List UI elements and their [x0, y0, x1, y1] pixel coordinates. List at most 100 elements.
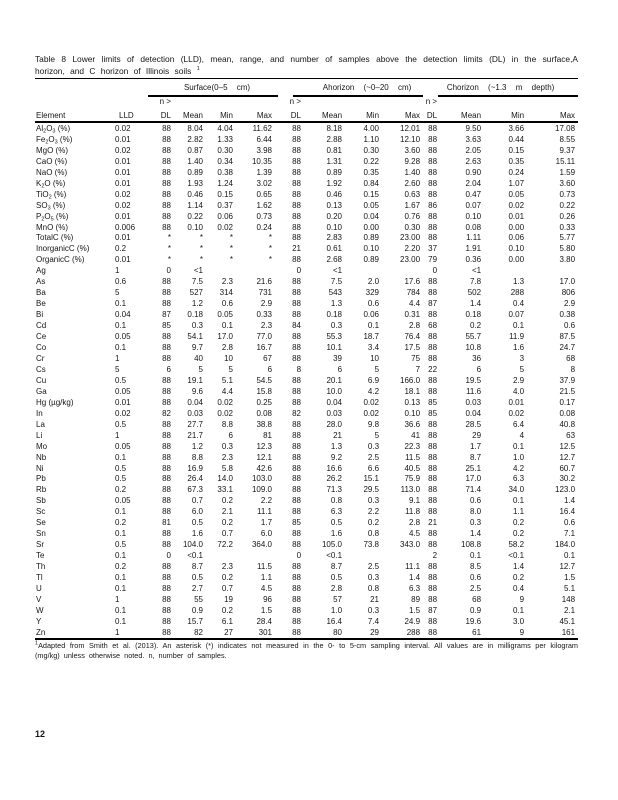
value-cell: 0.18 [465, 310, 482, 320]
value-cell: 8.04 [187, 123, 203, 133]
value-cell: 0.7 [221, 583, 233, 593]
value-cell: 0.13 [326, 200, 343, 210]
table-row: Cs 5 6 5 5 6 8 6 5 7 22 6 5 8 [35, 364, 578, 375]
value-cell: 15.7 [187, 616, 203, 626]
value-cell: 88 [292, 353, 302, 363]
value-cell: 2.2 [367, 507, 380, 517]
value-cell: 0.6 [469, 573, 482, 583]
value-cell: 88 [292, 583, 302, 593]
group-header-row: Surface(0–5 cm) Ahorizon (~0–20 cm) Chor… [35, 78, 579, 95]
value-cell: * [199, 233, 203, 243]
value-cell: 0.10 [187, 222, 203, 232]
value-cell: 11.62 [252, 123, 273, 133]
element-cell: Rb [36, 485, 47, 495]
value-cell: 88 [292, 562, 302, 572]
value-cell: 71.3 [326, 485, 343, 495]
lld-cell: 0.5 [115, 419, 127, 429]
value-cell: 4.2 [512, 463, 525, 473]
value-cell: 1.5 [260, 605, 273, 615]
value-cell: 23.00 [400, 255, 421, 265]
table-row: Ce 0.05 88 54.1 17.0 77.0 88 55.3 18.7 76.4 88 55.7… [35, 331, 578, 342]
value-cell: 27.7 [187, 419, 203, 429]
value-cell: 8.5 [469, 562, 482, 572]
value-cell: 0.76 [404, 211, 421, 221]
value-cell: 11.8 [405, 507, 421, 517]
value-cell: 4.00 [363, 123, 380, 133]
value-cell: 21 [428, 518, 438, 528]
value-cell: 88 [423, 626, 441, 640]
lld-cell: 0.02 [115, 408, 131, 418]
value-cell: 15.11 [555, 156, 576, 166]
value-cell: 0.36 [465, 255, 482, 265]
value-cell: 36 [472, 353, 482, 363]
table-row: Ga 0.05 88 9.6 4.4 15.8 88 10.0 4.2 18.1 88 11.6 4.0… [35, 386, 578, 397]
value-cell: 0.6 [367, 299, 380, 309]
table-row: W 0.1 88 0.9 0.2 1.5 88 1.0 0.3 1.5 87 0.9 0.1 2.1 [35, 605, 578, 616]
value-cell: 0.30 [217, 145, 233, 155]
value-cell: 12.3 [256, 441, 273, 451]
value-cell: 0.24 [508, 167, 525, 177]
value-cell: 6.6 [367, 463, 380, 473]
value-cell: 67.3 [187, 485, 203, 495]
value-cell: 0.04 [363, 211, 380, 221]
value-cell: 29 [345, 626, 383, 640]
value-cell: 88 [292, 299, 302, 309]
value-cell [382, 550, 423, 561]
value-cell: 0.15 [217, 189, 233, 199]
value-cell: 0.1 [367, 321, 380, 331]
value-cell: 0.02 [217, 397, 233, 407]
value-cell: 6 [228, 430, 233, 440]
value-cell: 88 [428, 211, 438, 221]
value-cell: 2.5 [367, 562, 380, 572]
value-cell: 329 [365, 288, 380, 298]
value-cell: 88 [428, 430, 438, 440]
value-cell: 87 [162, 310, 171, 320]
value-cell: 68 [472, 594, 482, 604]
value-cell: 88 [275, 626, 305, 640]
value-cell: 1.39 [256, 167, 273, 177]
value-cell: 11.9 [509, 332, 525, 342]
value-cell: 12.7 [559, 452, 576, 462]
lld-cell: 0.01 [115, 255, 131, 265]
value-cell: 9.37 [559, 145, 576, 155]
value-cell: 23.00 [400, 233, 421, 243]
value-cell: 0.47 [465, 189, 482, 199]
value-cell: 88 [428, 386, 438, 396]
value-cell: 87 [428, 605, 438, 615]
table-row: Ba 5 88 527 314 731 88 543 329 784 88 502 288 806 [35, 287, 578, 298]
value-cell: 88 [428, 474, 438, 484]
element-cell: Fe2O3 (%) [36, 134, 73, 146]
value-cell: 0.31 [404, 310, 421, 320]
value-cell: 0.63 [404, 189, 421, 199]
value-cell: 68 [566, 353, 576, 363]
element-cell: Th [36, 562, 46, 572]
value-cell: 288 [510, 288, 525, 298]
element-cell: Cr [36, 353, 45, 363]
value-cell: 88 [162, 507, 171, 517]
value-cell: 19 [224, 594, 233, 604]
value-cell: 104.0 [182, 540, 203, 550]
table-row: Co 0.1 88 9.7 2.8 16.7 88 10.1 3.4 17.5 88 10.8 1.6 2… [35, 342, 578, 353]
element-cell: Sn [36, 529, 46, 539]
value-cell: 88 [428, 375, 438, 385]
value-cell: 0.81 [326, 145, 343, 155]
value-cell: 85 [292, 518, 302, 528]
value-cell: 88 [428, 288, 438, 298]
value-cell: 0.2 [221, 573, 233, 583]
value-cell: 0.33 [256, 310, 273, 320]
value-cell: 88 [162, 134, 171, 144]
value-cell: 11.1 [405, 562, 421, 572]
value-cell: 9.7 [191, 343, 203, 353]
value-cell: 88 [428, 189, 438, 199]
value-cell: 1.40 [187, 156, 203, 166]
value-cell [345, 550, 382, 561]
value-cell: 0.2 [221, 496, 233, 506]
value-cell: 88 [162, 474, 171, 484]
value-cell: 1.2 [191, 299, 203, 309]
lld-cell: 0.1 [115, 321, 127, 331]
table-row: As 0.6 88 7.5 2.3 21.6 88 7.5 2.0 17.6 88 7.8 1.3 17.… [35, 276, 578, 287]
table-row: In 0.02 82 0.03 0.02 0.08 82 0.03 0.02 0.10 85 0.04… [35, 408, 578, 419]
value-cell: 82 [162, 408, 171, 418]
value-cell: 5.77 [559, 233, 576, 243]
value-cell: 12.10 [400, 134, 421, 144]
